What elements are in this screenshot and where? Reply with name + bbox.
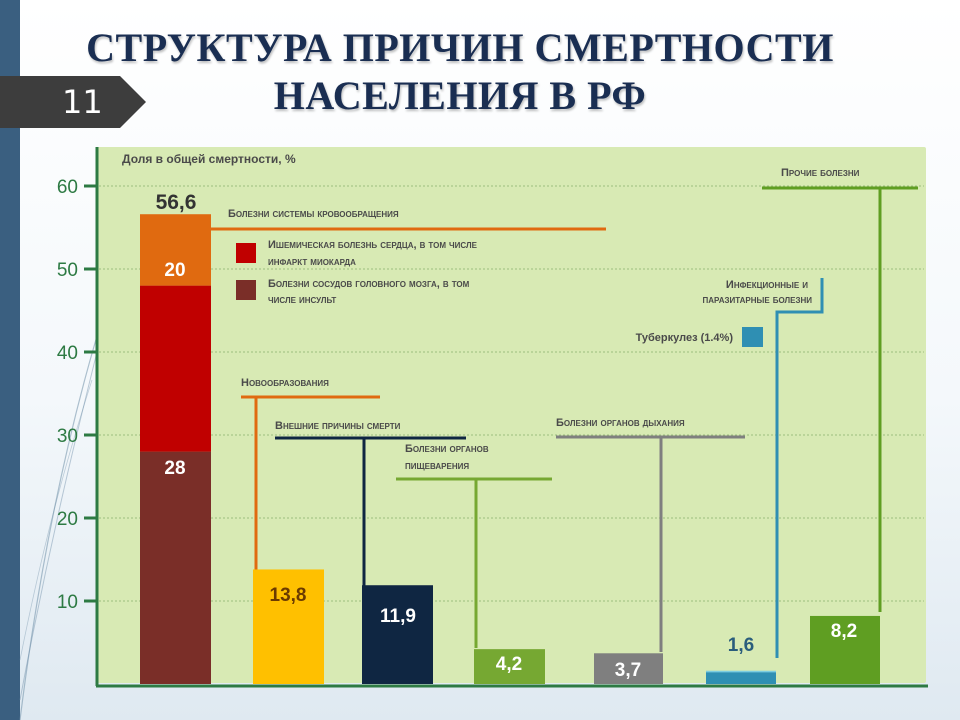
y-tick-label: 20 — [57, 509, 78, 530]
category-label-other: Прочие болезни — [781, 167, 860, 179]
y-axis-label: Доля в общей смертности, % — [122, 152, 296, 166]
grid-lines — [99, 185, 924, 602]
bar-value-infectious: 1,6 — [728, 635, 754, 656]
category-neoplasms: Новообразования 13,8 — [241, 377, 380, 684]
category-external: Внешние причины смерти 11,9 — [275, 420, 466, 684]
category-other: Прочие болезни 8,2 — [762, 167, 918, 684]
bar-other — [810, 615, 880, 684]
y-tick-label: 40 — [57, 343, 78, 364]
bar-tuberculosis — [706, 672, 776, 684]
category-digestive: Болезни органов пищеварения 4,2 — [396, 443, 552, 684]
legend-label-ihd-line-1: Ишемическая болезнь сердца, в том числе — [268, 239, 478, 251]
category-label-neoplasms: Новообразования — [241, 377, 329, 389]
category-label-digestive-line-2: пищеварения — [405, 460, 469, 472]
stacked-bar-cardiovascular: 56,6 20 28 — [140, 191, 211, 684]
tuberculosis-label: Туберкулез (1.4%) — [636, 332, 734, 344]
y-tick-label: 30 — [57, 426, 78, 447]
bar-respiratory — [594, 653, 663, 684]
bar-segment-stroke — [140, 451, 211, 684]
y-tick-label: 50 — [57, 260, 78, 281]
slide-number-tag — [0, 76, 146, 128]
category-cardiovascular: Болезни системы кровообращения — [210, 208, 606, 231]
bar-value-other: 8,2 — [831, 621, 857, 642]
slide-title-line-1: СТРУКТУРА ПРИЧИН СМЕРТНОСТИ — [86, 25, 834, 70]
legend: Ишемическая болезнь сердца, в том числе … — [236, 239, 478, 306]
slide-title: СТРУКТУРА ПРИЧИН СМЕРТНОСТИ НАСЕЛЕНИЯ В … — [40, 24, 880, 120]
slide-number: 11 — [62, 83, 103, 121]
y-tick-label: 10 — [57, 592, 78, 613]
bar-value-neoplasms: 13,8 — [270, 585, 307, 606]
bar-neoplasms — [253, 569, 324, 684]
category-label-cardiovascular: Болезни системы кровообращения — [228, 208, 399, 220]
bar-value-external: 11,9 — [380, 606, 416, 627]
tuberculosis-swatch — [742, 327, 763, 347]
decorative-lines — [19, 299, 109, 720]
left-accent-bar — [0, 0, 20, 720]
category-label-infectious-line-1: Инфекционные и — [726, 279, 808, 291]
legend-swatch-ihd — [236, 243, 256, 263]
bar-value-respiratory: 3,7 — [615, 660, 641, 681]
category-label-digestive-line-1: Болезни органов — [405, 443, 489, 455]
category-label-infectious-line-2: паразитарные болезни — [703, 294, 813, 306]
plot-background — [96, 147, 926, 683]
category-label-respiratory: Болезни органов дыхания — [556, 417, 685, 429]
legend-label-stroke-line-2: числе инсульт — [268, 294, 336, 306]
bar-external — [362, 585, 433, 684]
bar-segment-other-cardio — [140, 214, 211, 286]
connector-infectious — [775, 278, 824, 658]
y-ticks: 10 20 30 40 50 60 — [57, 177, 97, 613]
segment-label-stroke: 28 — [164, 458, 185, 479]
bar-digestive — [474, 649, 545, 684]
y-tick-label: 60 — [57, 177, 78, 198]
category-label-external: Внешние причины смерти — [275, 420, 401, 432]
slide-title-line-2: НАСЕЛЕНИЯ В РФ — [273, 73, 647, 118]
legend-swatch-stroke — [236, 280, 256, 300]
bar-total-label: 56,6 — [156, 191, 197, 214]
segment-label-ihd: 20 — [164, 260, 185, 281]
legend-label-stroke-line-1: Болезни сосудов головного мозга, в том — [268, 278, 470, 290]
category-infectious: Инфекционные и паразитарные болезни Тубе… — [636, 278, 824, 684]
bar-value-digestive: 4,2 — [496, 654, 522, 675]
bar-segment-ihd — [140, 285, 211, 452]
legend-label-ihd-line-2: инфаркт миокарда — [268, 256, 356, 268]
category-respiratory: Болезни органов дыхания 3,7 — [556, 417, 745, 684]
